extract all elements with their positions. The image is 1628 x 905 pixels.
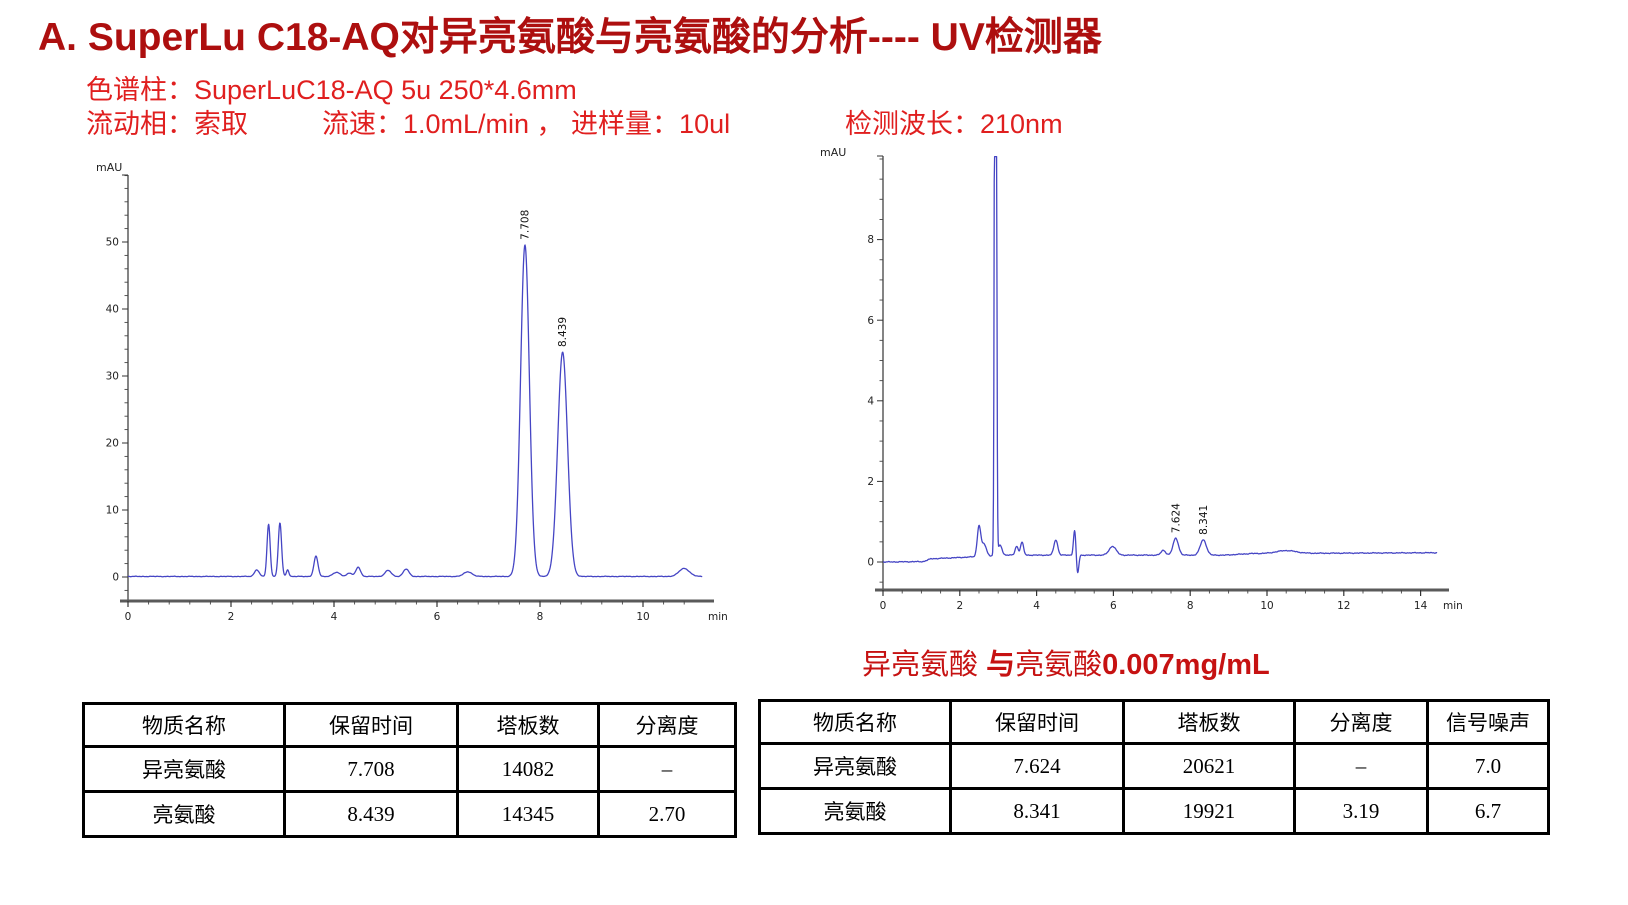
page-title: A. SuperLu C18-AQ对异亮氨酸与亮氨酸的分析---- UV检测器 bbox=[38, 16, 1102, 59]
y-tick-label: 0 bbox=[112, 572, 119, 584]
x-axis-unit-label: min bbox=[1443, 600, 1463, 612]
chromatogram-trace bbox=[882, 155, 1438, 574]
x-tick-label: 6 bbox=[1110, 600, 1117, 612]
chromatogram-left: 0 10 20 30 40 50 0 2 4 6 8 10 mAU min 7.708 8.439 bbox=[96, 161, 728, 623]
x-axis-unit-label: min bbox=[708, 611, 728, 623]
table-row: 亮氨酸 8.341 19921 3.19 6.7 bbox=[758, 787, 1550, 835]
table-row: 异亮氨酸 7.708 14082– bbox=[82, 745, 737, 793]
condition-column: 色谱柱：SuperLuC18-AQ 5u 250*4.6mm bbox=[86, 75, 577, 105]
x-tick-label: 10 bbox=[636, 611, 649, 623]
table-cell: 14345 bbox=[456, 790, 600, 838]
annotation-concentration: 0.007mg/mL bbox=[1102, 649, 1270, 681]
table-cell: 亮氨酸 bbox=[82, 790, 286, 838]
y-axis-unit-label: mAU bbox=[96, 161, 122, 174]
table-cell: 8.439 bbox=[283, 790, 459, 838]
table-cell: 14082 bbox=[456, 745, 600, 793]
condition-mobile-phase: 流动相：索取 bbox=[86, 109, 248, 139]
condition-flow-injection: 流速：1.0mL/min ， 进样量：10ul bbox=[322, 109, 731, 139]
table-header-cell: 分离度 bbox=[1293, 699, 1429, 745]
table-cell: 8.341 bbox=[949, 787, 1125, 835]
table-cell: 亮氨酸 bbox=[758, 787, 952, 835]
y-tick-label: 30 bbox=[106, 371, 119, 383]
x-tick-label: 4 bbox=[331, 611, 338, 623]
y-tick-label: 2 bbox=[867, 476, 874, 488]
x-tick-label: 2 bbox=[228, 611, 235, 623]
table-cell: 6.7 bbox=[1426, 787, 1550, 835]
peak-retention-label: 7.624 bbox=[1170, 503, 1182, 533]
table-cell: 7.624 bbox=[949, 742, 1125, 790]
annotation-and: 与 bbox=[986, 649, 1016, 681]
y-tick-label: 10 bbox=[106, 505, 119, 517]
table-cell: 7.0 bbox=[1426, 742, 1550, 790]
annotation-substance-1: 异亮氨酸 bbox=[862, 649, 987, 681]
table-cell: 异亮氨酸 bbox=[758, 742, 952, 790]
table-cell: 2.70 bbox=[597, 790, 737, 838]
y-axis-unit-label: mAU bbox=[820, 146, 846, 159]
table-header-row: 物质名称 保留时间 塔板数 分离度 信号噪声 bbox=[758, 699, 1550, 745]
x-tick-label: 14 bbox=[1414, 600, 1428, 612]
table-cell: – bbox=[597, 745, 737, 793]
chromatogram-trace bbox=[127, 244, 703, 578]
results-table-right: 物质名称 保留时间 塔板数 分离度 信号噪声 异亮氨酸 7.624 20621–7.0 亮氨酸 8… bbox=[758, 699, 1550, 835]
table-header-cell: 塔板数 bbox=[1122, 699, 1296, 745]
table-header-cell: 分离度 bbox=[597, 702, 737, 748]
table-cell: 7.708 bbox=[283, 745, 459, 793]
table-header-row: 物质名称 保留时间 塔板数 分离度 bbox=[82, 702, 737, 748]
table-cell: 19921 bbox=[1122, 787, 1296, 835]
x-tick-label: 12 bbox=[1337, 600, 1350, 612]
table-header-cell: 信号噪声 bbox=[1426, 699, 1550, 745]
table-header-cell: 保留时间 bbox=[949, 699, 1125, 745]
y-tick-label: 0 bbox=[867, 557, 874, 569]
table-cell: 20621 bbox=[1122, 742, 1296, 790]
x-tick-label: 8 bbox=[1187, 600, 1194, 612]
x-tick-label: 10 bbox=[1260, 600, 1273, 612]
x-tick-label: 4 bbox=[1033, 600, 1040, 612]
peak-retention-label: 8.439 bbox=[557, 317, 569, 347]
table-header-cell: 物质名称 bbox=[758, 699, 952, 745]
y-tick-label: 4 bbox=[867, 395, 874, 407]
x-tick-label: 8 bbox=[537, 611, 544, 623]
annotation-substance-2: 亮氨酸 bbox=[1015, 649, 1103, 681]
sample-annotation: 异亮氨酸 与亮氨酸0.007mg/mL bbox=[862, 641, 1270, 683]
condition-wavelength: 检测波长：210nm bbox=[845, 109, 1063, 139]
y-tick-label: 20 bbox=[106, 438, 119, 450]
table-header-cell: 物质名称 bbox=[82, 702, 286, 748]
y-tick-label: 6 bbox=[867, 315, 874, 327]
x-tick-label: 2 bbox=[956, 600, 963, 612]
results-table-left: 物质名称 保留时间 塔板数 分离度 异亮氨酸 7.708 14082– 亮氨酸 8.439 143… bbox=[82, 702, 737, 838]
table-header-cell: 塔板数 bbox=[456, 702, 600, 748]
x-tick-label: 6 bbox=[434, 611, 441, 623]
y-tick-label: 50 bbox=[106, 237, 119, 249]
x-tick-label: 0 bbox=[125, 611, 132, 623]
table-cell: 3.19 bbox=[1293, 787, 1429, 835]
chromatogram-right: 0 2 4 6 8 0 2 4 6 8 10 12 14 mAU min 7.624 8.341 bbox=[820, 146, 1463, 612]
peak-retention-label: 7.708 bbox=[519, 210, 531, 240]
y-tick-label: 40 bbox=[106, 304, 119, 316]
x-tick-label: 0 bbox=[880, 600, 887, 612]
table-row: 异亮氨酸 7.624 20621–7.0 bbox=[758, 742, 1550, 790]
y-tick-label: 8 bbox=[867, 234, 874, 246]
table-cell: – bbox=[1293, 742, 1429, 790]
table-header-cell: 保留时间 bbox=[283, 702, 459, 748]
table-row: 亮氨酸 8.439 14345 2.70 bbox=[82, 790, 737, 838]
table-cell: 异亮氨酸 bbox=[82, 745, 286, 793]
peak-retention-label: 8.341 bbox=[1198, 505, 1210, 535]
